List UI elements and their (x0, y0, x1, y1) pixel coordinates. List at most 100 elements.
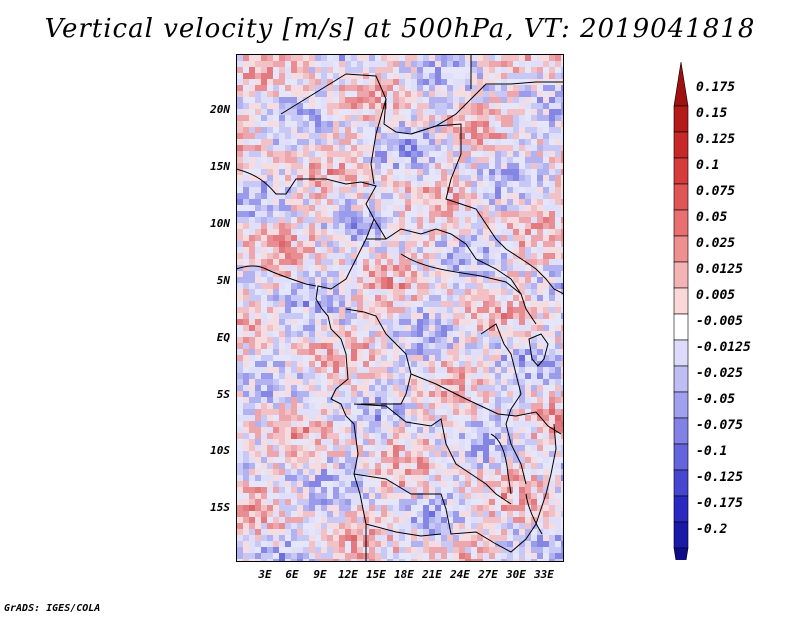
field-cell (495, 169, 501, 175)
field-cell (435, 133, 441, 139)
field-cell (273, 505, 279, 511)
field-cell (495, 193, 501, 199)
field-cell (465, 511, 471, 517)
field-cell (249, 151, 255, 157)
field-cell (279, 283, 285, 289)
field-cell (465, 241, 471, 247)
field-cell (297, 433, 303, 439)
field-cell (459, 163, 465, 169)
field-cell (369, 181, 375, 187)
field-cell (267, 277, 273, 283)
field-cell (303, 301, 309, 307)
field-cell (483, 451, 489, 457)
field-cell (501, 331, 507, 337)
field-cell (237, 127, 243, 133)
field-cell (441, 523, 447, 529)
field-cell (483, 265, 489, 271)
field-cell (267, 499, 273, 505)
field-cell (291, 421, 297, 427)
field-cell (273, 109, 279, 115)
field-cell (309, 199, 315, 205)
field-cell (549, 505, 555, 511)
field-cell (303, 511, 309, 517)
field-cell (471, 493, 477, 499)
field-cell (375, 271, 381, 277)
field-cell (561, 223, 563, 229)
field-cell (333, 397, 339, 403)
field-cell (489, 169, 495, 175)
field-cell (465, 79, 471, 85)
field-cell (375, 517, 381, 523)
field-cell (423, 505, 429, 511)
field-cell (429, 337, 435, 343)
field-cell (489, 181, 495, 187)
field-cell (327, 271, 333, 277)
field-cell (261, 97, 267, 103)
field-cell (555, 289, 561, 295)
field-cell (399, 331, 405, 337)
field-cell (357, 73, 363, 79)
field-cell (261, 247, 267, 253)
field-cell (297, 109, 303, 115)
field-cell (435, 367, 441, 373)
field-cell (393, 157, 399, 163)
field-cell (525, 493, 531, 499)
lon-label-21e: 21E (422, 568, 442, 581)
field-cell (339, 271, 345, 277)
field-cell (303, 559, 309, 561)
field-cell (429, 193, 435, 199)
field-cell (243, 109, 249, 115)
field-cell (387, 469, 393, 475)
field-cell (261, 313, 267, 319)
field-cell (345, 187, 351, 193)
field-cell (543, 415, 549, 421)
field-cell (537, 325, 543, 331)
field-cell (315, 559, 321, 561)
field-cell (531, 61, 537, 67)
field-cell (291, 229, 297, 235)
field-cell (501, 559, 507, 561)
field-cell (549, 409, 555, 415)
field-cell (351, 355, 357, 361)
field-cell (309, 85, 315, 91)
field-cell (339, 199, 345, 205)
field-cell (369, 217, 375, 223)
field-cell (357, 505, 363, 511)
field-cell (369, 85, 375, 91)
field-cell (351, 535, 357, 541)
field-cell (261, 223, 267, 229)
field-cell (279, 139, 285, 145)
field-cell (429, 505, 435, 511)
field-cell (339, 103, 345, 109)
field-cell (267, 487, 273, 493)
field-cell (291, 109, 297, 115)
field-cell (339, 223, 345, 229)
field-cell (267, 553, 273, 559)
field-cell (555, 559, 561, 561)
field-cell (309, 133, 315, 139)
field-cell (279, 301, 285, 307)
field-cell (297, 457, 303, 463)
field-cell (291, 73, 297, 79)
field-cell (561, 187, 563, 193)
field-cell (297, 181, 303, 187)
field-cell (291, 313, 297, 319)
field-cell (267, 67, 273, 73)
field-cell (345, 133, 351, 139)
field-cell (237, 61, 243, 67)
field-cell (399, 313, 405, 319)
field-cell (309, 361, 315, 367)
field-cell (393, 439, 399, 445)
field-cell (489, 361, 495, 367)
field-cell (465, 355, 471, 361)
field-cell (327, 325, 333, 331)
field-cell (405, 445, 411, 451)
field-cell (375, 253, 381, 259)
field-cell (267, 301, 273, 307)
field-cell (345, 403, 351, 409)
field-cell (291, 115, 297, 121)
field-cell (417, 175, 423, 181)
field-cell (549, 211, 555, 217)
field-cell (363, 391, 369, 397)
field-cell (357, 91, 363, 97)
